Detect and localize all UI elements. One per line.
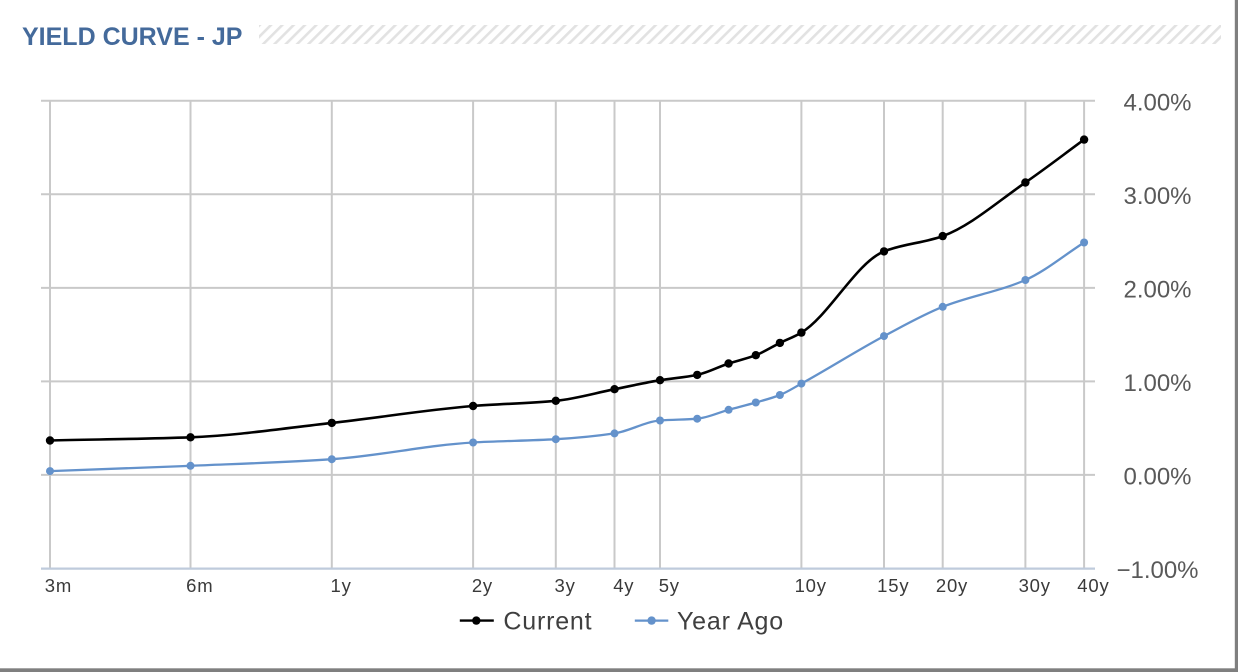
svg-text:5y: 5y xyxy=(659,575,680,596)
svg-text:4y: 4y xyxy=(613,575,634,596)
svg-text:3.00%: 3.00% xyxy=(1123,183,1191,210)
svg-text:4.00%: 4.00% xyxy=(1123,90,1191,117)
svg-text:10y: 10y xyxy=(795,575,827,596)
svg-text:Current: Current xyxy=(503,607,592,635)
svg-text:0.00%: 0.00% xyxy=(1123,464,1191,491)
svg-text:Year Ago: Year Ago xyxy=(677,607,784,635)
svg-text:3m: 3m xyxy=(45,575,72,596)
svg-text:1y: 1y xyxy=(331,575,352,596)
svg-text:20y: 20y xyxy=(936,575,968,596)
svg-text:2.00%: 2.00% xyxy=(1123,277,1191,304)
svg-text:2y: 2y xyxy=(472,575,493,596)
svg-text:40y: 40y xyxy=(1077,575,1109,596)
svg-text:−1.00%: −1.00% xyxy=(1116,557,1198,584)
svg-text:1.00%: 1.00% xyxy=(1123,370,1191,397)
svg-text:3y: 3y xyxy=(555,575,576,596)
svg-text:YIELD CURVE - JP: YIELD CURVE - JP xyxy=(22,23,242,51)
svg-text:6m: 6m xyxy=(186,575,213,596)
svg-text:15y: 15y xyxy=(877,575,909,596)
svg-text:30y: 30y xyxy=(1019,575,1051,596)
